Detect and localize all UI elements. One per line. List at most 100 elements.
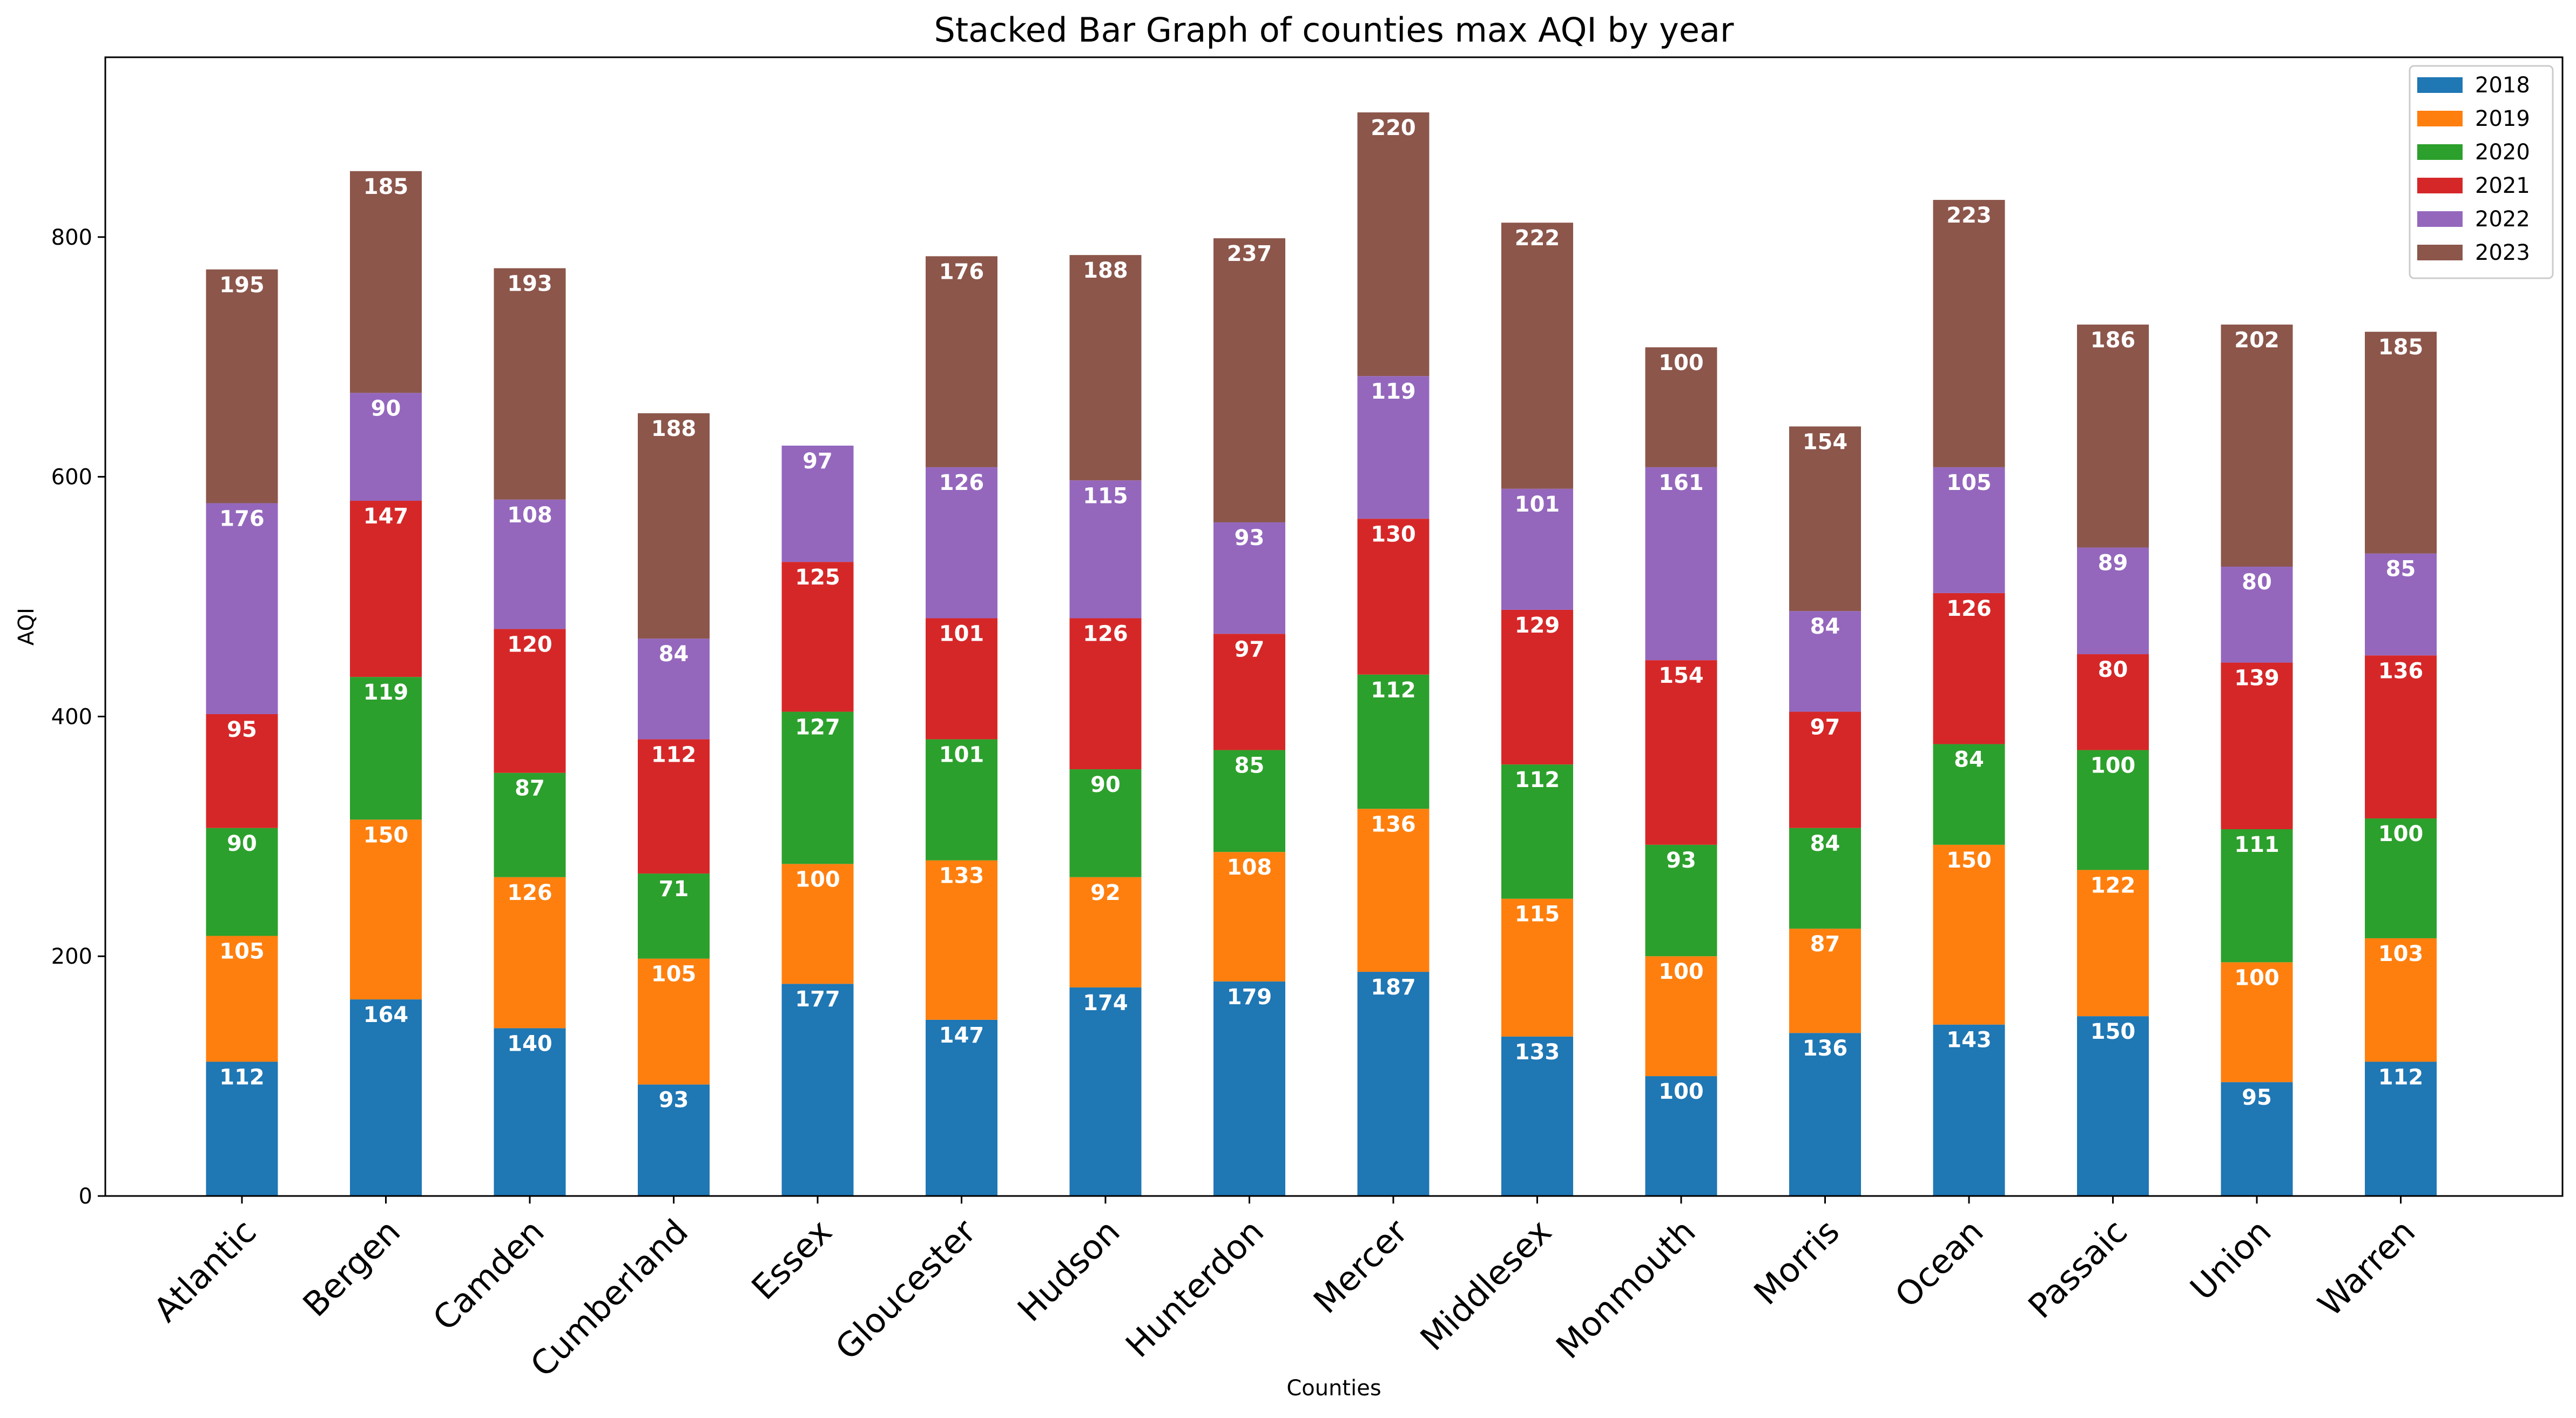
bar-segment-ocean-2021 [1933,593,2005,744]
bar-value-label: 112 [2378,1065,2424,1090]
bar-value-label: 100 [1658,959,1704,984]
bar-segment-cumberland-2023 [638,413,710,639]
bar-value-label: 97 [1235,637,1265,662]
legend-entry: 2018 [2475,73,2530,98]
bar-value-label: 111 [2234,832,2280,857]
bar-value-label: 174 [1083,991,1128,1016]
x-tick-label: Middlesex [1413,1212,1559,1358]
x-tick-label: Ocean [1887,1212,1991,1315]
bar-segment-warren-2018 [2365,1061,2437,1196]
y-axis-label: AQI [14,608,39,646]
bar-value-label: 154 [1658,663,1704,688]
bar-value-label: 237 [1227,241,1272,266]
legend-entry: 2022 [2475,207,2530,232]
bar-value-label: 100 [2378,822,2424,846]
x-tick-label: Morris [1746,1212,1847,1313]
chart-title: Stacked Bar Graph of counties max AQI by… [934,10,1734,50]
bar-segment-bergen-2019 [350,819,422,1000]
bar-segment-hunterdon-2018 [1213,981,1285,1196]
bar-segment-monmouth-2023 [1645,347,1717,467]
bar-segment-hudson-2020 [1069,769,1142,877]
bar-value-label: 95 [2242,1085,2272,1110]
legend-swatch [2417,245,2463,260]
bar-segment-atlantic-2019 [206,936,278,1062]
bar-segment-middlesex-2019 [1501,898,1573,1037]
bar-segment-gloucester-2018 [926,1019,997,1196]
bar-value-label: 90 [227,831,257,856]
bar-value-label: 93 [1666,848,1696,873]
x-tick-label: Bergen [295,1212,408,1325]
bar-value-label: 140 [507,1031,552,1056]
bar-value-label: 80 [2098,657,2128,682]
bar-segment-passaic-2019 [2077,870,2149,1017]
bar-segment-camden-2019 [494,877,566,1029]
bar-segment-mercer-2019 [1357,809,1429,972]
bar-value-label: 143 [1946,1028,1992,1053]
legend-swatch [2417,144,2463,160]
bar-value-label: 84 [1954,747,1984,772]
bar-value-label: 133 [939,864,984,889]
bar-value-label: 85 [2386,557,2416,582]
bar-value-label: 161 [1658,471,1704,495]
bar-value-label: 185 [363,174,409,199]
y-axis: 0 200 400 600 800 [51,225,105,1209]
legend: 2018 2019 2020 2021 2022 2023 [2409,65,2554,279]
bar-segment-monmouth-2020 [1645,844,1717,957]
bar-value-label: 84 [659,642,689,667]
bar-value-label: 127 [795,715,840,740]
y-tick-label: 400 [51,704,92,729]
bar-value-label: 150 [363,823,409,848]
bar-value-label: 100 [1658,1079,1704,1104]
bar-segment-essex-2022 [781,445,854,562]
bar-segment-union-2022 [2221,567,2293,663]
bar-segment-monmouth-2022 [1645,467,1717,661]
bar-segment-mercer-2022 [1357,376,1429,519]
bar-segment-hudson-2023 [1069,255,1142,481]
bar-value-label: 195 [219,273,265,298]
bar-segment-gloucester-2019 [926,860,997,1020]
bar-segment-cumberland-2022 [638,639,710,740]
bar-value-label: 223 [1946,203,1992,228]
bar-value-label: 112 [219,1065,265,1090]
x-tick-label: Warren [2310,1212,2423,1324]
bar-segment-essex-2021 [781,562,854,712]
bar-value-label: 95 [227,717,257,742]
bar-segment-middlesex-2022 [1501,488,1573,610]
bar-segment-morris-2018 [1789,1033,1861,1196]
bar-value-label: 177 [795,987,840,1012]
bar-value-label: 220 [1371,116,1416,140]
bar-segment-ocean-2019 [1933,844,2005,1025]
legend-swatch [2417,211,2463,227]
bar-value-label: 84 [1810,614,1840,639]
bar-value-label: 115 [1515,902,1560,927]
bar-value-label: 93 [659,1088,689,1113]
bar-value-label: 176 [219,506,265,531]
bar-segment-monmouth-2021 [1645,660,1717,845]
bar-value-label: 92 [1090,881,1121,905]
bar-value-label: 105 [651,962,697,987]
bar-segment-camden-2018 [494,1028,566,1196]
bar-segment-essex-2020 [781,711,854,864]
plot-frame [104,56,2564,1197]
bar-value-label: 125 [795,565,840,590]
bar-value-label: 136 [1371,812,1416,837]
bar-value-label: 101 [939,621,984,646]
bar-value-label: 139 [2234,666,2280,691]
bar-value-label: 87 [515,776,545,801]
plot-area: 112 105 90 95 176 195 164 150 119 147 90 185 140 126 8… [206,112,2437,1196]
y-tick-label: 0 [79,1184,92,1209]
bar-value-label: 101 [939,743,984,768]
bar-segment-mercer-2023 [1357,112,1429,377]
x-tick-label: Essex [744,1212,839,1307]
bar-segment-bergen-2021 [350,501,422,677]
bar-value-label: 100 [2234,965,2280,990]
bar-value-label: 100 [795,867,840,892]
bar-segment-passaic-2021 [2077,654,2149,750]
bar-segment-union-2021 [2221,662,2293,830]
bar-segment-mercer-2021 [1357,519,1429,675]
bar-value-label: 187 [1371,975,1416,1000]
bar-segment-bergen-2020 [350,677,422,820]
bar-value-label: 100 [1658,351,1704,375]
bar-segment-essex-2019 [781,864,854,984]
